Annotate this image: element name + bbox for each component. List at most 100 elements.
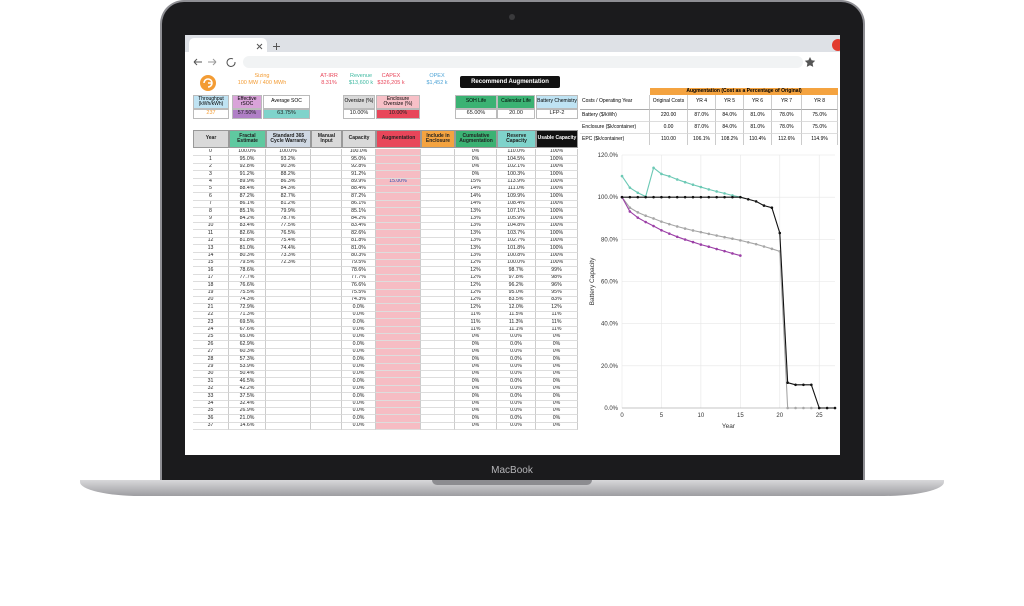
data-point [810,383,813,387]
table-cell: 101.8% [497,245,536,253]
augmentation-cell: 81.0% [744,122,772,134]
data-point [754,200,758,203]
input-value[interactable]: 57.50% [232,109,262,119]
table-cell [376,393,421,401]
table-cell: 0.0% [497,348,536,357]
input-value[interactable]: 237 [193,109,229,119]
table-cell: 37.5% [229,393,266,401]
table-cell [376,237,421,246]
augmentation-column: YR 8 [802,95,838,110]
input-value[interactable]: 10.00% [343,109,375,119]
address-bar[interactable] [243,56,803,68]
back-icon[interactable] [193,58,202,66]
x-tick-label: 20 [776,413,783,419]
table-cell: 12% [455,274,497,283]
table-cell [376,297,421,305]
input-value[interactable]: 10.00% [376,109,420,119]
table-cell [376,282,421,290]
input-value[interactable]: LFP-2 [536,109,578,119]
input-value[interactable]: 20.00 [497,109,535,119]
table-cell: 0.0% [497,408,536,416]
table-cell [266,274,311,283]
table-cell [376,356,421,364]
column-header: Standard 365 Cycle Warranty [266,130,311,148]
table-cell [266,326,311,334]
table-cell [266,334,311,342]
reload-icon[interactable] [226,58,236,67]
table-cell: 1 [193,156,229,164]
table-cell: 96.2% [497,282,536,290]
table-cell [421,215,455,223]
table-cell [376,371,421,379]
table-cell: 12% [536,304,578,312]
data-point [660,220,663,223]
forward-icon[interactable] [208,58,217,66]
table-cell: 95% [536,289,578,297]
data-point [644,214,647,218]
table-cell: 8 [193,208,229,216]
close-tab-icon[interactable] [256,43,263,50]
table-cell: 81.0% [342,245,376,253]
table-cell [311,163,342,172]
table-cell: 33 [193,393,229,401]
table-cell [421,371,455,379]
profile-dot[interactable] [832,39,840,51]
table-cell: 0% [455,334,497,342]
table-cell [376,200,421,209]
data-point [675,195,679,199]
table-cell [376,400,421,408]
table-cell [311,252,342,260]
metric-value: 8.31% [321,80,337,86]
new-tab-icon[interactable] [273,43,280,50]
table-cell [376,260,421,268]
table-cell: 42.2% [229,385,266,394]
table-cell [421,311,455,320]
input-value[interactable]: 63.75% [263,109,310,119]
table-cell: 83% [536,297,578,305]
table-cell: 100.0% [497,260,536,268]
table-cell: 0% [455,149,497,157]
data-point [636,191,640,195]
table-cell: 4 [193,178,229,186]
table-cell: 100% [536,245,578,253]
data-point [691,195,695,199]
table-cell [376,274,421,283]
augmentation-column: YR 7 [772,95,802,110]
input-value[interactable]: 65.00% [455,109,497,119]
table-cell [421,363,455,371]
data-point [683,195,687,199]
table-cell: 28 [193,356,229,364]
table-cell: 11% [536,326,578,334]
table-cell: 12% [455,304,497,312]
data-point [683,180,687,184]
table-cell [311,171,342,179]
table-cell: 75.4% [266,237,311,246]
table-cell: 37 [193,422,229,431]
table-cell: 87.2% [342,193,376,201]
metric-label: OPEX [429,73,445,79]
table-cell: 0.0% [497,400,536,408]
table-cell [376,319,421,327]
table-cell: 0% [455,163,497,172]
data-point [620,195,624,199]
data-point [652,217,655,220]
y-axis-label: Battery Capacity [589,257,596,305]
table-cell: 76.6% [229,282,266,290]
recommend-button[interactable]: Recommend Augmentation [460,76,560,88]
table-cell: 0.0% [497,356,536,364]
table-cell: 0.0% [497,341,536,349]
table-cell: 30 [193,371,229,379]
table-cell: 13% [455,230,497,238]
table-cell [311,408,342,416]
table-cell: 0.0% [342,385,376,394]
table-cell [376,223,421,231]
tab[interactable] [189,38,267,52]
augmentation-cell: 0.00 [650,122,688,134]
table-cell [266,341,311,349]
table-cell [421,393,455,401]
table-cell: 0.0% [497,385,536,394]
augmentation-cell: 220.00 [650,110,688,122]
y-tick-label: 0.0% [604,406,618,412]
bookmark-icon[interactable] [804,57,816,67]
table-cell: 14 [193,252,229,260]
